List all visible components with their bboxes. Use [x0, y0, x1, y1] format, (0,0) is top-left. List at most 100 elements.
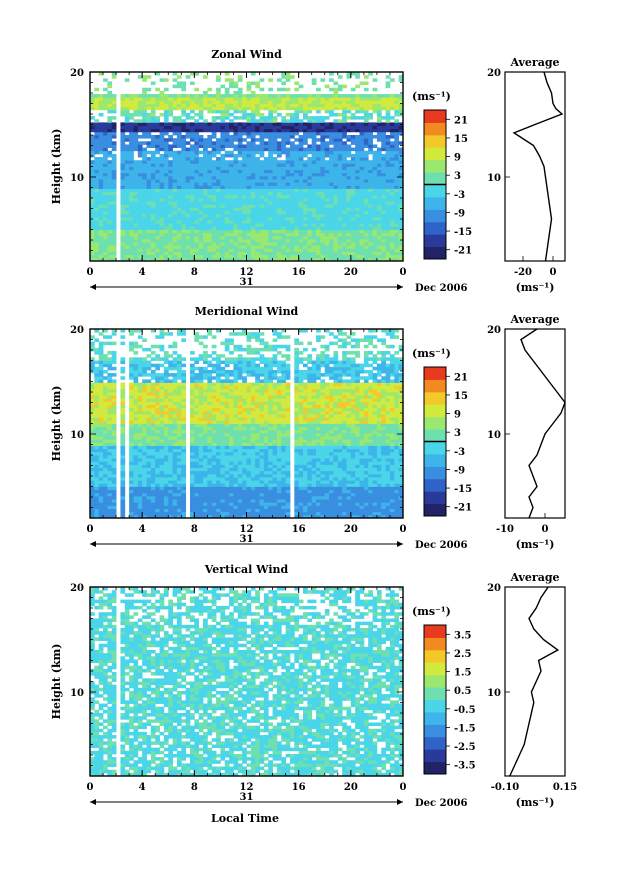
colorbar-label: 3.5 [454, 630, 471, 641]
y-tick-label: 10 [70, 173, 84, 184]
x-tick-label: 0 [87, 267, 94, 278]
profile-x-label: (ms⁻¹) [516, 538, 555, 551]
profile-y-tick-label: 20 [487, 325, 501, 336]
x-tick-label: 0 [400, 267, 407, 278]
day-label: 31 [240, 792, 254, 803]
x-tick-label: 0 [87, 524, 94, 535]
date-label: Dec 2006 [415, 798, 467, 809]
profile-title: Average [509, 56, 559, 69]
profile-x-tick-label: -0.10 [491, 782, 520, 793]
colorbar-label: -15 [454, 484, 472, 495]
profile-x-label: (ms⁻¹) [516, 796, 555, 809]
chart-title: Meridional Wind [195, 305, 299, 318]
colorbar-unit: (ms⁻¹) [412, 347, 451, 360]
profile-y-tick-label: 20 [487, 583, 501, 594]
colorbar-label: 1.5 [454, 668, 471, 679]
colorbar-label: -9 [454, 208, 465, 219]
y-tick-label: 10 [70, 430, 84, 441]
x-tick-label: 8 [191, 267, 198, 278]
profile-frame [504, 71, 566, 262]
profile-x-tick-label: 0 [542, 524, 549, 535]
day-label: 31 [240, 534, 254, 545]
colorbar-frame [423, 624, 447, 775]
colorbar-label: 3 [454, 171, 461, 182]
heatmap-cells [90, 72, 404, 262]
x-tick-label: 20 [344, 267, 358, 278]
colorbar-unit: (ms⁻¹) [412, 90, 451, 103]
x-axis-label: Local Time [211, 812, 279, 825]
profile-line [512, 71, 564, 262]
date-label: Dec 2006 [415, 540, 467, 551]
colorbar-label: -15 [454, 227, 472, 238]
y-tick-label: 10 [70, 688, 84, 699]
colorbar-label: -1.5 [454, 723, 476, 734]
x-tick-label: 4 [139, 782, 146, 793]
profile-line [520, 328, 566, 519]
profile-y-tick-label: 10 [487, 173, 501, 184]
day-label: 31 [240, 277, 254, 288]
profile-y-tick-label: 10 [487, 430, 501, 441]
x-tick-label: 16 [292, 267, 306, 278]
date-axis-arrow-left [90, 799, 96, 805]
date-label: Dec 2006 [415, 283, 467, 294]
x-tick-label: 20 [344, 782, 358, 793]
heatmap-cells [90, 329, 404, 519]
x-tick-label: 20 [344, 524, 358, 535]
profile-x-tick-label: -10 [496, 524, 514, 535]
colorbar-label: 15 [454, 391, 468, 402]
colorbar-label: -3 [454, 190, 465, 201]
profile-x-tick-label: 0 [550, 267, 557, 278]
profile-title: Average [509, 313, 559, 326]
colorbar-label: -0.5 [454, 705, 476, 716]
colorbar-label: -2.5 [454, 742, 476, 753]
profile-x-tick-label: -20 [514, 267, 532, 278]
colorbar-unit: (ms⁻¹) [412, 605, 451, 618]
colorbar-label: -3 [454, 447, 465, 458]
chart-title: Vertical Wind [204, 563, 289, 576]
colorbar-label: -9 [454, 465, 465, 476]
x-tick-label: 16 [292, 524, 306, 535]
date-axis-arrow-right [397, 541, 403, 547]
colorbar [424, 110, 446, 260]
y-tick-label: 20 [70, 325, 84, 336]
x-tick-label: 8 [191, 524, 198, 535]
x-tick-label: 12 [240, 782, 254, 793]
y-tick-label: 20 [70, 583, 84, 594]
colorbar [424, 625, 446, 775]
y-tick-label: 20 [70, 68, 84, 79]
colorbar-label: -3.5 [454, 761, 476, 772]
profile-title: Average [509, 571, 559, 584]
x-tick-label: 0 [400, 782, 407, 793]
x-tick-label: 8 [191, 782, 198, 793]
profile-frame [504, 328, 566, 519]
colorbar-label: 15 [454, 134, 468, 145]
profile-line [509, 586, 560, 777]
colorbar-label: 2.5 [454, 649, 471, 660]
colorbar-label: -21 [454, 246, 472, 257]
profile-y-tick-label: 10 [487, 688, 501, 699]
y-axis-label: Height (km) [50, 386, 63, 462]
x-tick-label: 0 [400, 524, 407, 535]
y-axis-label: Height (km) [50, 644, 63, 720]
colorbar-label: 9 [454, 153, 461, 164]
profile-x-tick-label: 0.15 [553, 782, 577, 793]
colorbar [424, 367, 446, 517]
colorbar-label: 21 [454, 372, 468, 383]
profile-x-label: (ms⁻¹) [516, 281, 555, 294]
colorbar-label: 9 [454, 410, 461, 421]
x-tick-label: 4 [139, 267, 146, 278]
colorbar-label: 21 [454, 115, 468, 126]
y-axis-label: Height (km) [50, 129, 63, 205]
date-axis-arrow-left [90, 284, 96, 290]
x-tick-label: 0 [87, 782, 94, 793]
x-tick-label: 4 [139, 524, 146, 535]
date-axis-arrow-left [90, 541, 96, 547]
chart-title: Zonal Wind [211, 48, 282, 61]
panel-1: Zonal Wind 0 4 8 12 16 20 0 10 20 Height (km) 31 Dec… [50, 48, 566, 294]
panel-3: Vertical Wind 0 4 8 12 16 20 0 10 20 Height (km) 31… [50, 563, 577, 809]
colorbar-label: 0.5 [454, 686, 471, 697]
profile-frame [504, 586, 566, 777]
date-axis-arrow-right [397, 284, 403, 290]
x-tick-label: 12 [240, 524, 254, 535]
